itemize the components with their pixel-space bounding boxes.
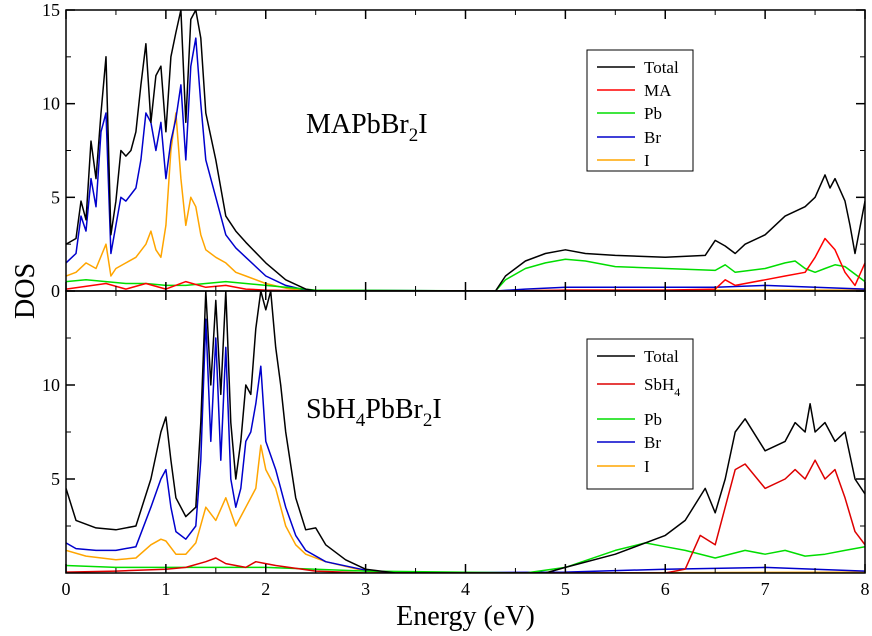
series-line-pb <box>66 258 865 291</box>
x-tick-label: 7 <box>761 579 770 599</box>
legend-label-i: I <box>644 457 650 476</box>
y-tick-label: 15 <box>42 0 60 20</box>
series-line-br <box>66 37 865 291</box>
x-axis-title: Energy (eV) <box>396 601 535 632</box>
panel-formula-label: MAPbBr2I <box>306 109 428 146</box>
legend-label-sbh4: SbH4 <box>644 375 680 399</box>
x-tick-label: 0 <box>62 579 71 599</box>
x-tick-label: 4 <box>461 579 470 599</box>
legend: Total SbH4 Pb Br I <box>586 338 694 490</box>
legend-label-pb: Pb <box>644 104 662 123</box>
legend-label-br: Br <box>644 433 661 452</box>
x-tick-label: 5 <box>561 579 570 599</box>
formula-subscript: 4 <box>356 410 366 431</box>
formula-text: MAPbBr <box>306 109 409 140</box>
legend-label-total: Total <box>644 347 679 366</box>
x-tick-label: 8 <box>861 579 870 599</box>
series-line-i <box>66 112 865 291</box>
legend-label-br: Br <box>644 128 661 147</box>
plot-frame <box>65 290 866 574</box>
formula-text: I <box>418 109 427 140</box>
series-line-total <box>66 10 865 291</box>
formula-text: SbH <box>306 394 356 425</box>
legend-label-total: Total <box>644 58 679 77</box>
panel-formula-label: SbH4PbBr2I <box>306 394 442 431</box>
y-tick-label: 10 <box>42 375 60 395</box>
series-line-i <box>66 444 865 573</box>
y-axis-title: DOS <box>10 263 41 319</box>
y-tick-label: 10 <box>42 94 60 114</box>
series-line-sbh4 <box>66 459 865 573</box>
y-tick-label: 0 <box>51 281 60 301</box>
legend: Total MA Pb Br I <box>586 49 694 172</box>
formula-subscript: 2 <box>423 410 433 431</box>
formula-text: I <box>432 394 441 425</box>
y-tick-label: 5 <box>51 469 60 489</box>
x-tick-label: 1 <box>161 579 170 599</box>
legend-box <box>586 338 694 490</box>
y-tick-label: 5 <box>51 187 60 207</box>
x-tick-label: 6 <box>661 579 670 599</box>
legend-label-pb: Pb <box>644 410 662 429</box>
series-line-total <box>66 291 865 573</box>
x-tick-label: 2 <box>261 579 270 599</box>
legend-label-i: I <box>644 151 650 170</box>
series-line-br <box>66 318 865 573</box>
legend-box <box>586 49 694 172</box>
formula-subscript: 2 <box>409 125 419 146</box>
x-tick-label: 3 <box>361 579 370 599</box>
legend-label-ma: MA <box>644 81 672 100</box>
formula-text: PbBr <box>365 394 423 425</box>
